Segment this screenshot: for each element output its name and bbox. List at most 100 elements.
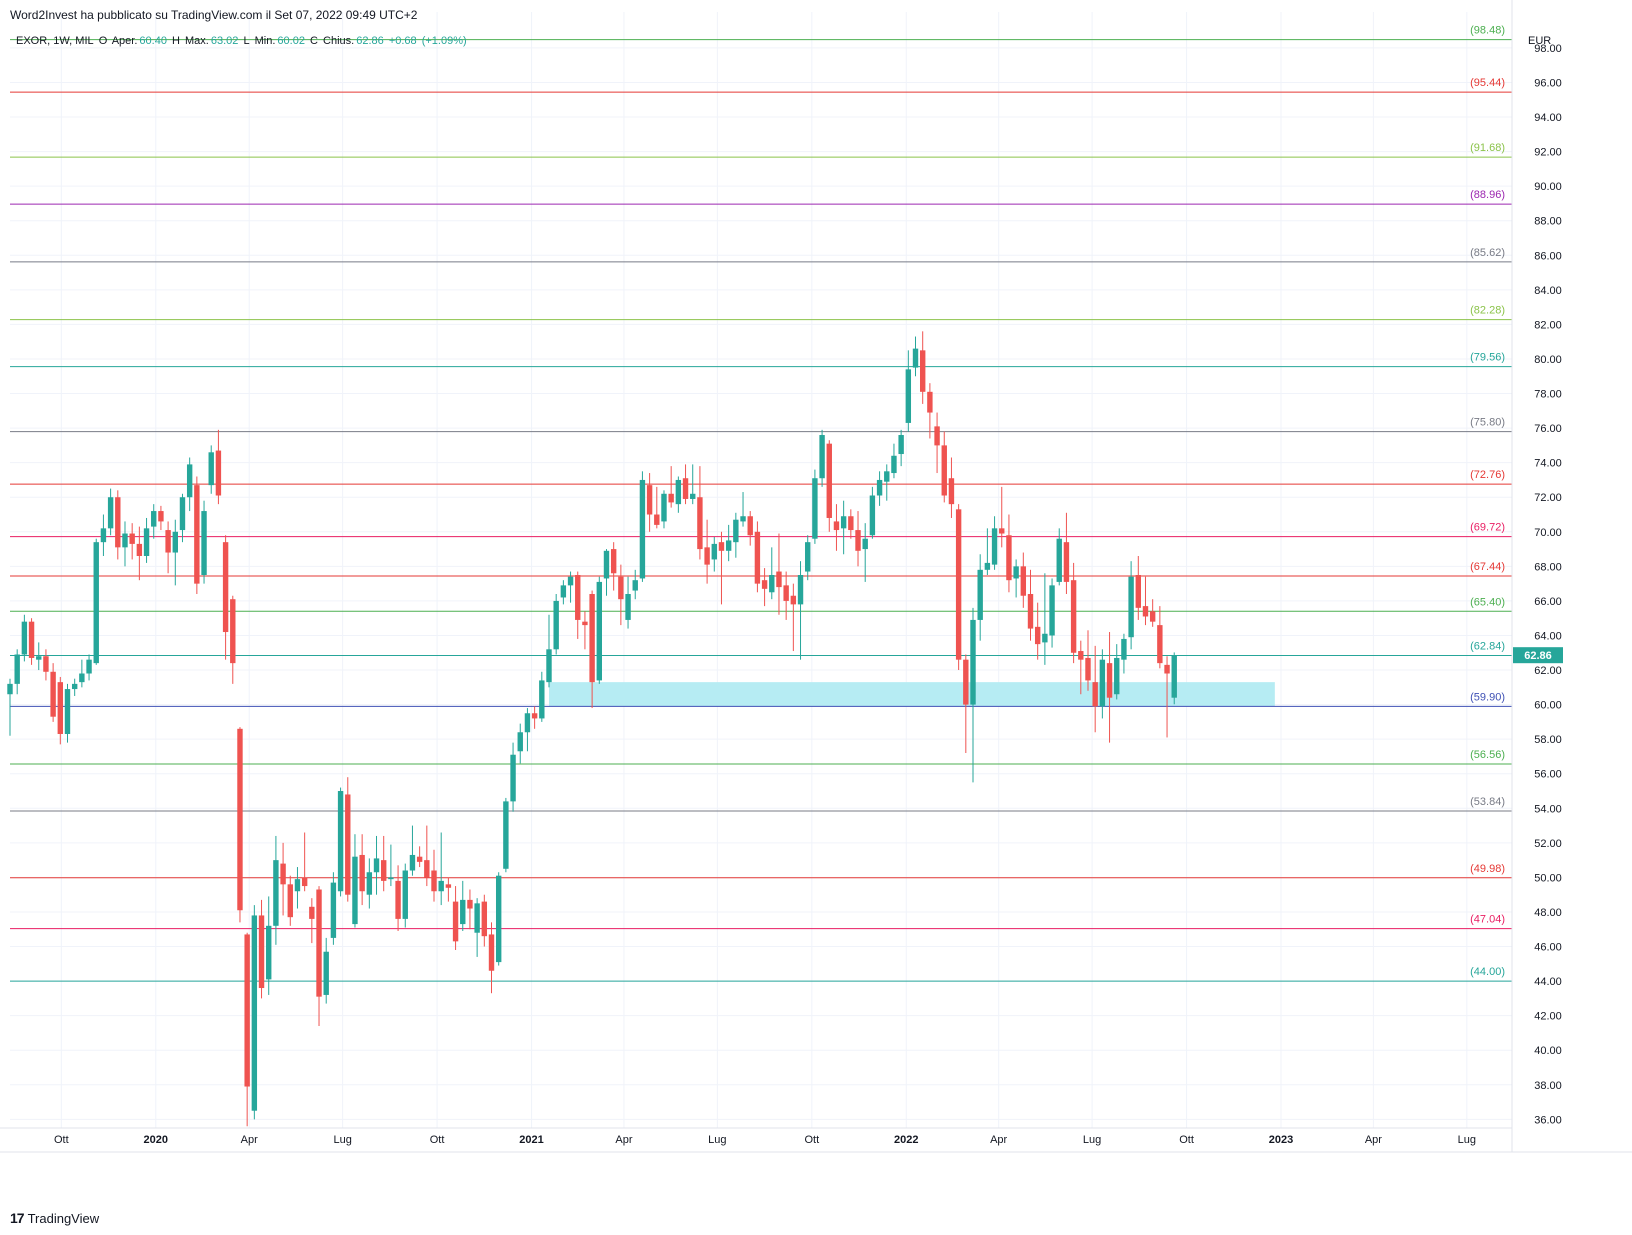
candle-body (517, 732, 523, 752)
legend-change: +0.68 (388, 35, 417, 47)
candle-body (330, 882, 337, 938)
legend-open-label: O (98, 35, 108, 47)
candle-body (258, 915, 265, 989)
x-tick-label: Apr (241, 1134, 258, 1146)
publish-info: Word2Invest ha pubblicato su TradingView… (10, 8, 418, 22)
candle-body (754, 531, 761, 584)
y-tick-label: 56.00 (1534, 769, 1562, 781)
candle-body (409, 854, 416, 871)
candle-body (373, 858, 380, 873)
candle-body (833, 521, 840, 531)
horizontal-levels: (98.48) (95.44) (91.68) (88.96) (85.62) (82.2… (10, 25, 1512, 982)
candle-body (7, 683, 13, 695)
candle-body (165, 530, 171, 553)
candle-body (1092, 682, 1098, 707)
candle-body (1149, 611, 1156, 622)
y-tick-label: 66.00 (1534, 596, 1562, 608)
candle-body (905, 369, 912, 423)
candle-body (215, 450, 222, 496)
candle-body (963, 659, 969, 705)
level-label: (47.04) (1470, 914, 1505, 926)
y-tick-label: 80.00 (1534, 354, 1562, 366)
candlesticks (7, 331, 1177, 1127)
candle-body (122, 533, 128, 548)
candle-body (143, 528, 150, 556)
candle-body (445, 884, 452, 888)
candle-body (553, 600, 559, 650)
y-tick-label: 40.00 (1534, 1045, 1562, 1057)
level-label: (44.00) (1470, 966, 1505, 978)
tradingview-logo-icon: 17 (10, 1210, 25, 1226)
candle-body (43, 656, 49, 672)
candle-body (309, 906, 315, 919)
legend-symbol: EXOR, 1W, MIL (16, 35, 94, 47)
candle-body (136, 543, 143, 556)
legend-close-value: 62.86 (356, 35, 384, 47)
y-tick-label: 36.00 (1534, 1114, 1562, 1126)
legend-high-label: H (172, 35, 180, 47)
level-label: (95.44) (1470, 77, 1505, 89)
candle-body (884, 471, 890, 482)
y-tick-label: 54.00 (1534, 803, 1562, 815)
candle-body (819, 435, 825, 479)
candle-body (14, 654, 20, 684)
legend-high-text: Max. (185, 35, 209, 47)
candle-body (495, 875, 502, 963)
candle-body (172, 531, 178, 553)
candle-body (316, 889, 322, 997)
candle-body (1049, 585, 1055, 636)
candle-body (294, 879, 301, 892)
candle-body (287, 884, 293, 918)
candle-body (151, 511, 157, 527)
candle-body (546, 649, 552, 683)
candle-body (668, 493, 674, 503)
candle-body (711, 543, 717, 560)
candle-body (675, 479, 682, 505)
candle-body (1135, 575, 1141, 608)
candle-body (977, 569, 983, 620)
legend-low-text: Min. (254, 35, 276, 47)
candle-body (21, 621, 28, 655)
price-axis[interactable]: 36.00 38.00 40.00 42.00 44.00 46.00 48.00 50.00… (1511, 0, 1562, 1152)
candle-body (690, 493, 696, 499)
legend-low-label: L (243, 35, 250, 47)
candle-body (1121, 638, 1127, 660)
candle-body (100, 528, 107, 543)
candle-body (826, 443, 832, 518)
candle-body (539, 680, 545, 719)
tradingview-logo[interactable]: 17 TradingView (10, 1210, 99, 1226)
candle-body (1027, 594, 1034, 629)
candle-body (208, 452, 214, 486)
y-tick-label: 88.00 (1534, 216, 1562, 228)
last-price-label: 62.86 (1524, 650, 1552, 662)
candle-body (740, 516, 746, 522)
candle-body (524, 713, 531, 733)
candle-body (891, 455, 897, 474)
level-label: (53.84) (1470, 796, 1505, 808)
candle-body (1106, 663, 1113, 698)
tradingview-brand: TradingView (27, 1210, 100, 1226)
level-label: (69.72) (1470, 522, 1505, 534)
x-tick-label: Apr (990, 1134, 1007, 1146)
candle-body (503, 801, 509, 869)
candle-body (352, 856, 358, 925)
candle-body (999, 528, 1005, 534)
candle-body (596, 581, 603, 681)
candle-body (460, 899, 466, 925)
support-zone-rect (548, 682, 1275, 707)
candle-body (1056, 538, 1062, 582)
candle-body (359, 854, 365, 892)
x-tick-label: Lug (1083, 1134, 1101, 1146)
legend-open-text: Aper. (111, 35, 138, 47)
time-axis[interactable]: Ott 2020 Apr Lug Ott 2021 Apr Lug Ott 2022 Apr Lug O… (0, 1127, 1632, 1153)
last-price-marker: 62.86 (1513, 647, 1563, 664)
legend-change-pct: (+1.09%) (421, 35, 467, 47)
candle-body (912, 348, 919, 368)
x-tick-label: Ott (430, 1134, 445, 1146)
candle-body (416, 856, 423, 862)
y-tick-label: 48.00 (1534, 907, 1562, 919)
candle-body (704, 547, 710, 565)
legend-high-value: 63.02 (210, 35, 239, 47)
candle-body (776, 571, 782, 588)
